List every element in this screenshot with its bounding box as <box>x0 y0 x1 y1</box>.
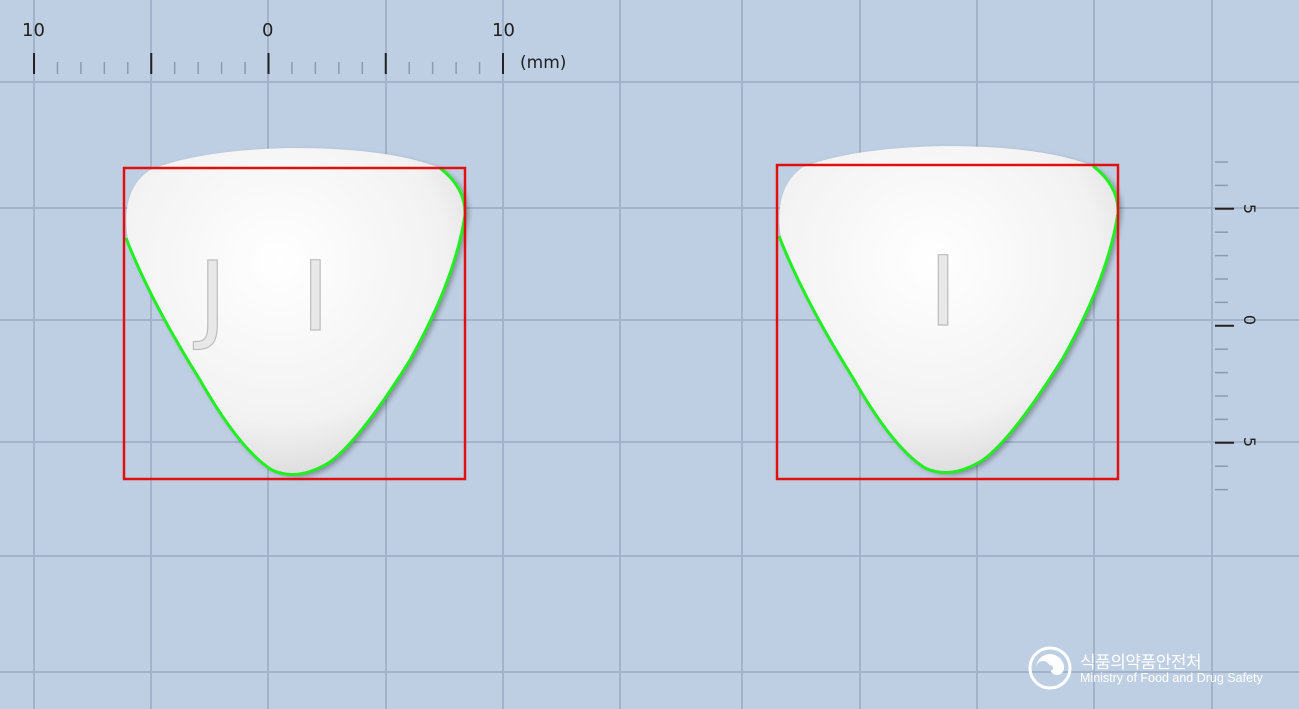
right-ruler-label-bottom: 5 <box>1240 436 1260 448</box>
top-ruler-label-left: 10 <box>22 20 45 41</box>
logo-korean-text: 식품의약품안전처 <box>1080 653 1202 673</box>
pill-back-imprint: I <box>929 236 957 348</box>
right-ruler-label-center: 0 <box>1240 314 1260 326</box>
logo-english-text: Ministry of Food and Drug Safety <box>1080 671 1263 685</box>
pill-back-body <box>779 146 1119 472</box>
top-ruler <box>33 53 504 74</box>
pill-front-contour <box>124 166 467 476</box>
pill-back-contour <box>777 164 1120 474</box>
pill-back: I <box>775 146 1120 481</box>
pill-front-bounding-box <box>122 166 467 481</box>
right-ruler <box>1215 161 1234 491</box>
top-ruler-label-center: 0 <box>262 20 274 41</box>
top-ruler-label-right: 10 <box>492 20 515 41</box>
mfds-emblem-icon <box>1028 646 1072 690</box>
pill-front-body <box>126 148 466 474</box>
pill-back-bounding-box <box>775 163 1120 481</box>
pill-front: J I <box>122 148 467 481</box>
mfds-logo: 식품의약품안전처 Ministry of Food and Drug Safet… <box>1028 646 1278 692</box>
right-ruler-label-top: 5 <box>1240 203 1260 215</box>
pill-front-imprint: J I <box>193 241 351 353</box>
top-ruler-unit: (mm) <box>520 53 567 73</box>
